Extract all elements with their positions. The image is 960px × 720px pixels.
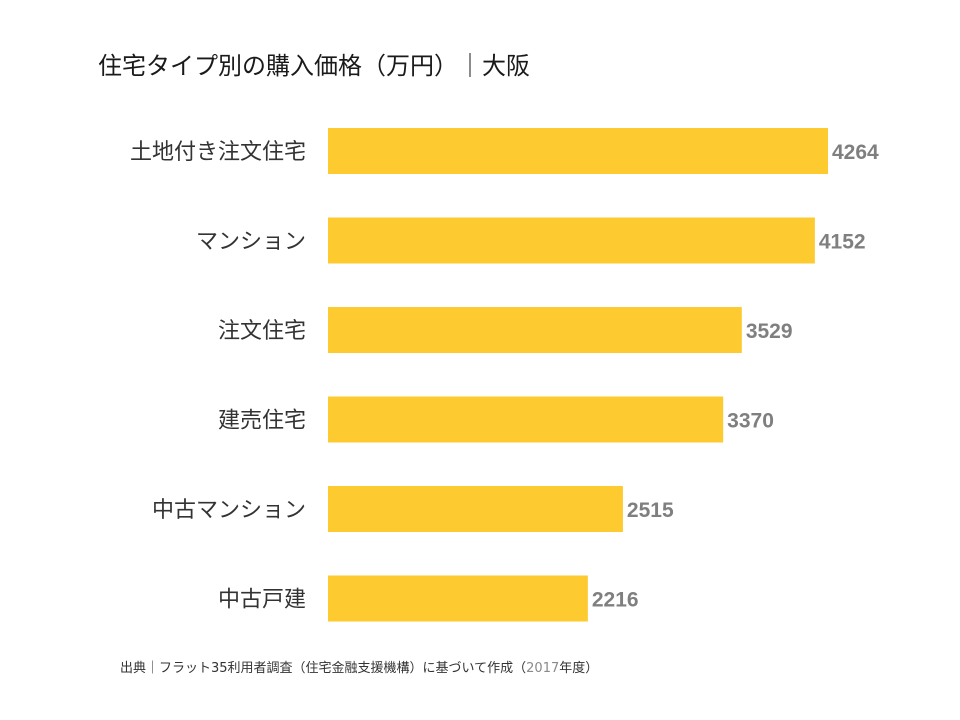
source-prefix: 出典｜フラット35利用者調査（住宅金融支援機構）に基づいて作成（ <box>120 661 527 676</box>
data-label: 2216 <box>592 589 639 612</box>
category-label: 注文住宅 <box>218 319 306 344</box>
bar <box>328 307 742 353</box>
data-label: 3370 <box>727 410 774 433</box>
category-label: 建売住宅 <box>218 409 306 434</box>
source-note: 出典｜フラット35利用者調査（住宅金融支援機構）に基づいて作成（2017年度） <box>120 657 598 676</box>
category-label: 土地付き注文住宅 <box>130 140 306 165</box>
chart-title: 住宅タイプ別の購入価格（万円）｜大阪 <box>98 52 530 80</box>
source-year: 2017 <box>526 661 560 676</box>
data-label: 4264 <box>832 141 879 164</box>
data-label: 2515 <box>627 499 674 522</box>
bar <box>328 128 828 174</box>
bar <box>328 575 588 622</box>
data-label: 3529 <box>746 320 793 343</box>
bar <box>328 396 724 443</box>
source-suffix: 年度） <box>559 661 599 676</box>
bar <box>328 486 623 532</box>
category-label: 中古戸建 <box>218 588 306 613</box>
category-label: 中古マンション <box>152 498 306 523</box>
category-label: マンション <box>196 230 306 255</box>
bar <box>328 217 815 264</box>
data-label: 4152 <box>819 231 866 254</box>
